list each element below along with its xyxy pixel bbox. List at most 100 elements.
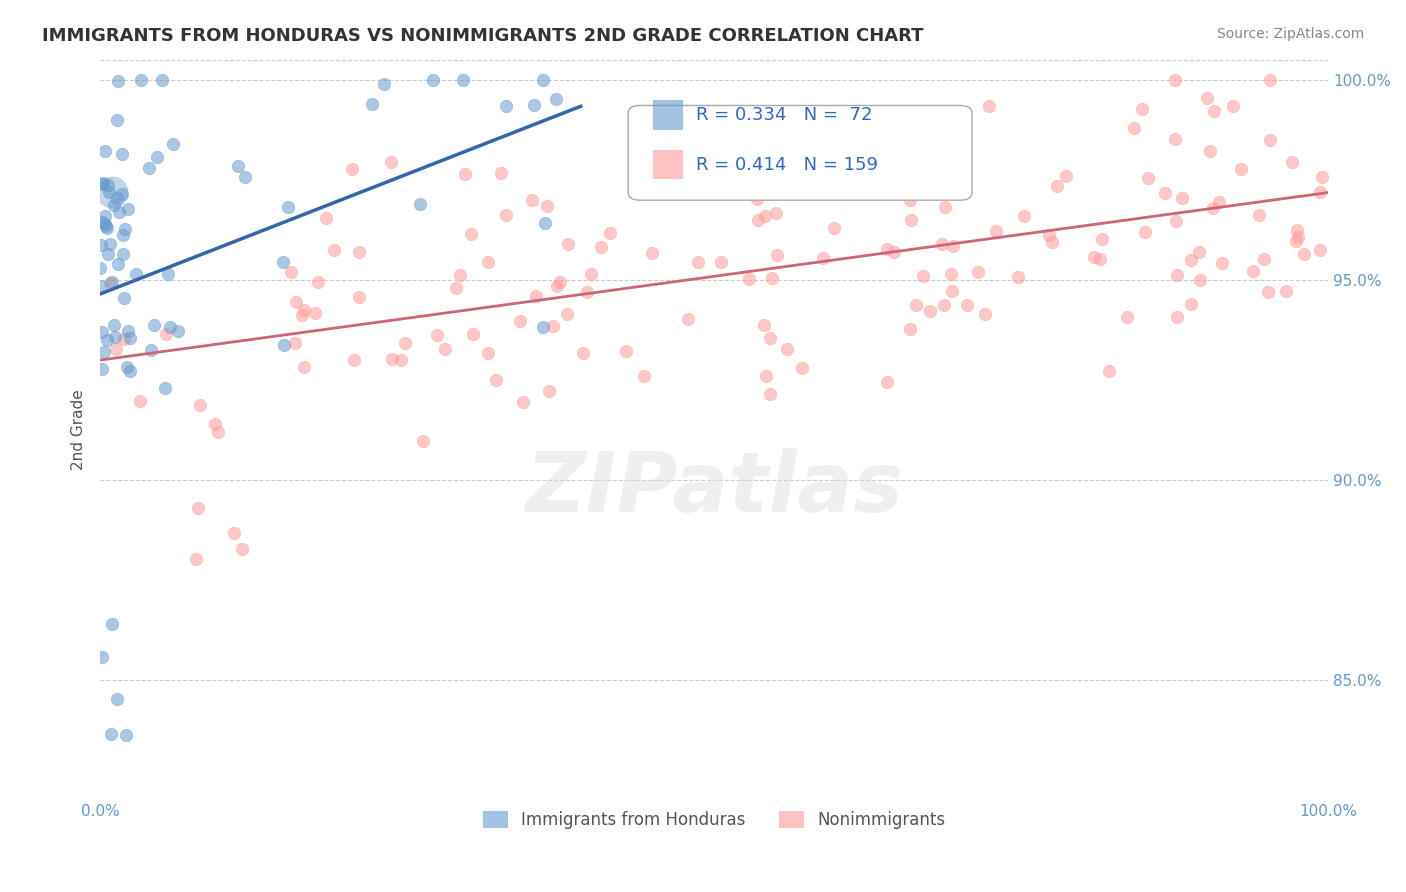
- Point: [1164, 132, 1187, 146]
- Point: [550, 276, 572, 290]
- Point: [347, 245, 370, 260]
- Point: [759, 387, 782, 401]
- Point: [145, 150, 167, 164]
- Point: [1258, 133, 1281, 147]
- Point: [766, 248, 789, 262]
- Point: [1281, 154, 1303, 169]
- Point: [557, 307, 579, 321]
- Point: [153, 381, 176, 395]
- Point: [98, 276, 121, 290]
- Point: [1286, 223, 1309, 237]
- Point: [811, 251, 834, 265]
- Point: [688, 254, 710, 268]
- Point: [98, 185, 121, 199]
- Point: [537, 384, 560, 399]
- Point: [98, 237, 121, 252]
- Point: [572, 345, 595, 359]
- Point: [280, 265, 302, 279]
- Point: [755, 369, 778, 384]
- Point: [422, 72, 444, 87]
- Point: [1122, 120, 1144, 135]
- Point: [1189, 273, 1212, 287]
- Point: [187, 500, 209, 515]
- Point: [315, 211, 337, 226]
- Point: [105, 113, 128, 128]
- Point: [94, 144, 117, 158]
- Point: [112, 291, 135, 305]
- Point: [226, 159, 249, 173]
- Point: [531, 72, 554, 87]
- Point: [918, 304, 941, 318]
- Point: [460, 227, 482, 241]
- Point: [1136, 170, 1159, 185]
- Point: [898, 193, 921, 207]
- Point: [941, 284, 963, 298]
- Point: [105, 191, 128, 205]
- Point: [1180, 296, 1202, 310]
- Point: [207, 425, 229, 440]
- Point: [155, 326, 177, 341]
- Point: [477, 255, 499, 269]
- Point: [1241, 264, 1264, 278]
- Point: [477, 346, 499, 360]
- Point: [1188, 244, 1211, 259]
- Point: [360, 96, 382, 111]
- Point: [1164, 213, 1187, 227]
- Point: [765, 154, 787, 169]
- Point: [166, 324, 188, 338]
- Point: [343, 353, 366, 368]
- Point: [93, 345, 115, 359]
- Point: [1130, 102, 1153, 116]
- Point: [557, 236, 579, 251]
- Point: [103, 318, 125, 333]
- Point: [188, 398, 211, 412]
- Point: [120, 364, 142, 378]
- Point: [292, 359, 315, 374]
- Point: [231, 541, 253, 556]
- Point: [157, 267, 180, 281]
- Point: [444, 281, 467, 295]
- Point: [112, 228, 135, 243]
- Point: [271, 254, 294, 268]
- Point: [523, 98, 546, 112]
- Point: [90, 649, 112, 664]
- Point: [90, 279, 112, 293]
- Point: [765, 206, 787, 220]
- Point: [304, 306, 326, 320]
- Point: [1310, 170, 1333, 185]
- Point: [114, 222, 136, 236]
- Point: [434, 342, 457, 356]
- Point: [934, 200, 956, 214]
- Point: [90, 361, 112, 376]
- Point: [984, 225, 1007, 239]
- Point: [641, 245, 664, 260]
- Point: [307, 275, 329, 289]
- Point: [100, 727, 122, 741]
- Point: [1230, 162, 1253, 177]
- Point: [904, 298, 927, 312]
- Point: [373, 77, 395, 91]
- Point: [96, 220, 118, 235]
- Point: [1257, 285, 1279, 299]
- Point: [1166, 268, 1188, 282]
- Point: [748, 165, 770, 179]
- Point: [942, 239, 965, 253]
- Point: [489, 166, 512, 180]
- Text: Source: ZipAtlas.com: Source: ZipAtlas.com: [1216, 27, 1364, 41]
- Point: [591, 240, 613, 254]
- Point: [1211, 256, 1233, 270]
- Point: [1197, 91, 1219, 105]
- Point: [1208, 195, 1230, 210]
- Point: [1285, 234, 1308, 248]
- Point: [1274, 284, 1296, 298]
- Point: [129, 72, 152, 87]
- Point: [118, 331, 141, 345]
- Point: [823, 220, 845, 235]
- Point: [291, 309, 314, 323]
- Point: [520, 193, 543, 207]
- Point: [1202, 202, 1225, 216]
- Point: [932, 297, 955, 311]
- Point: [979, 99, 1001, 113]
- Point: [747, 212, 769, 227]
- Point: [1090, 252, 1112, 266]
